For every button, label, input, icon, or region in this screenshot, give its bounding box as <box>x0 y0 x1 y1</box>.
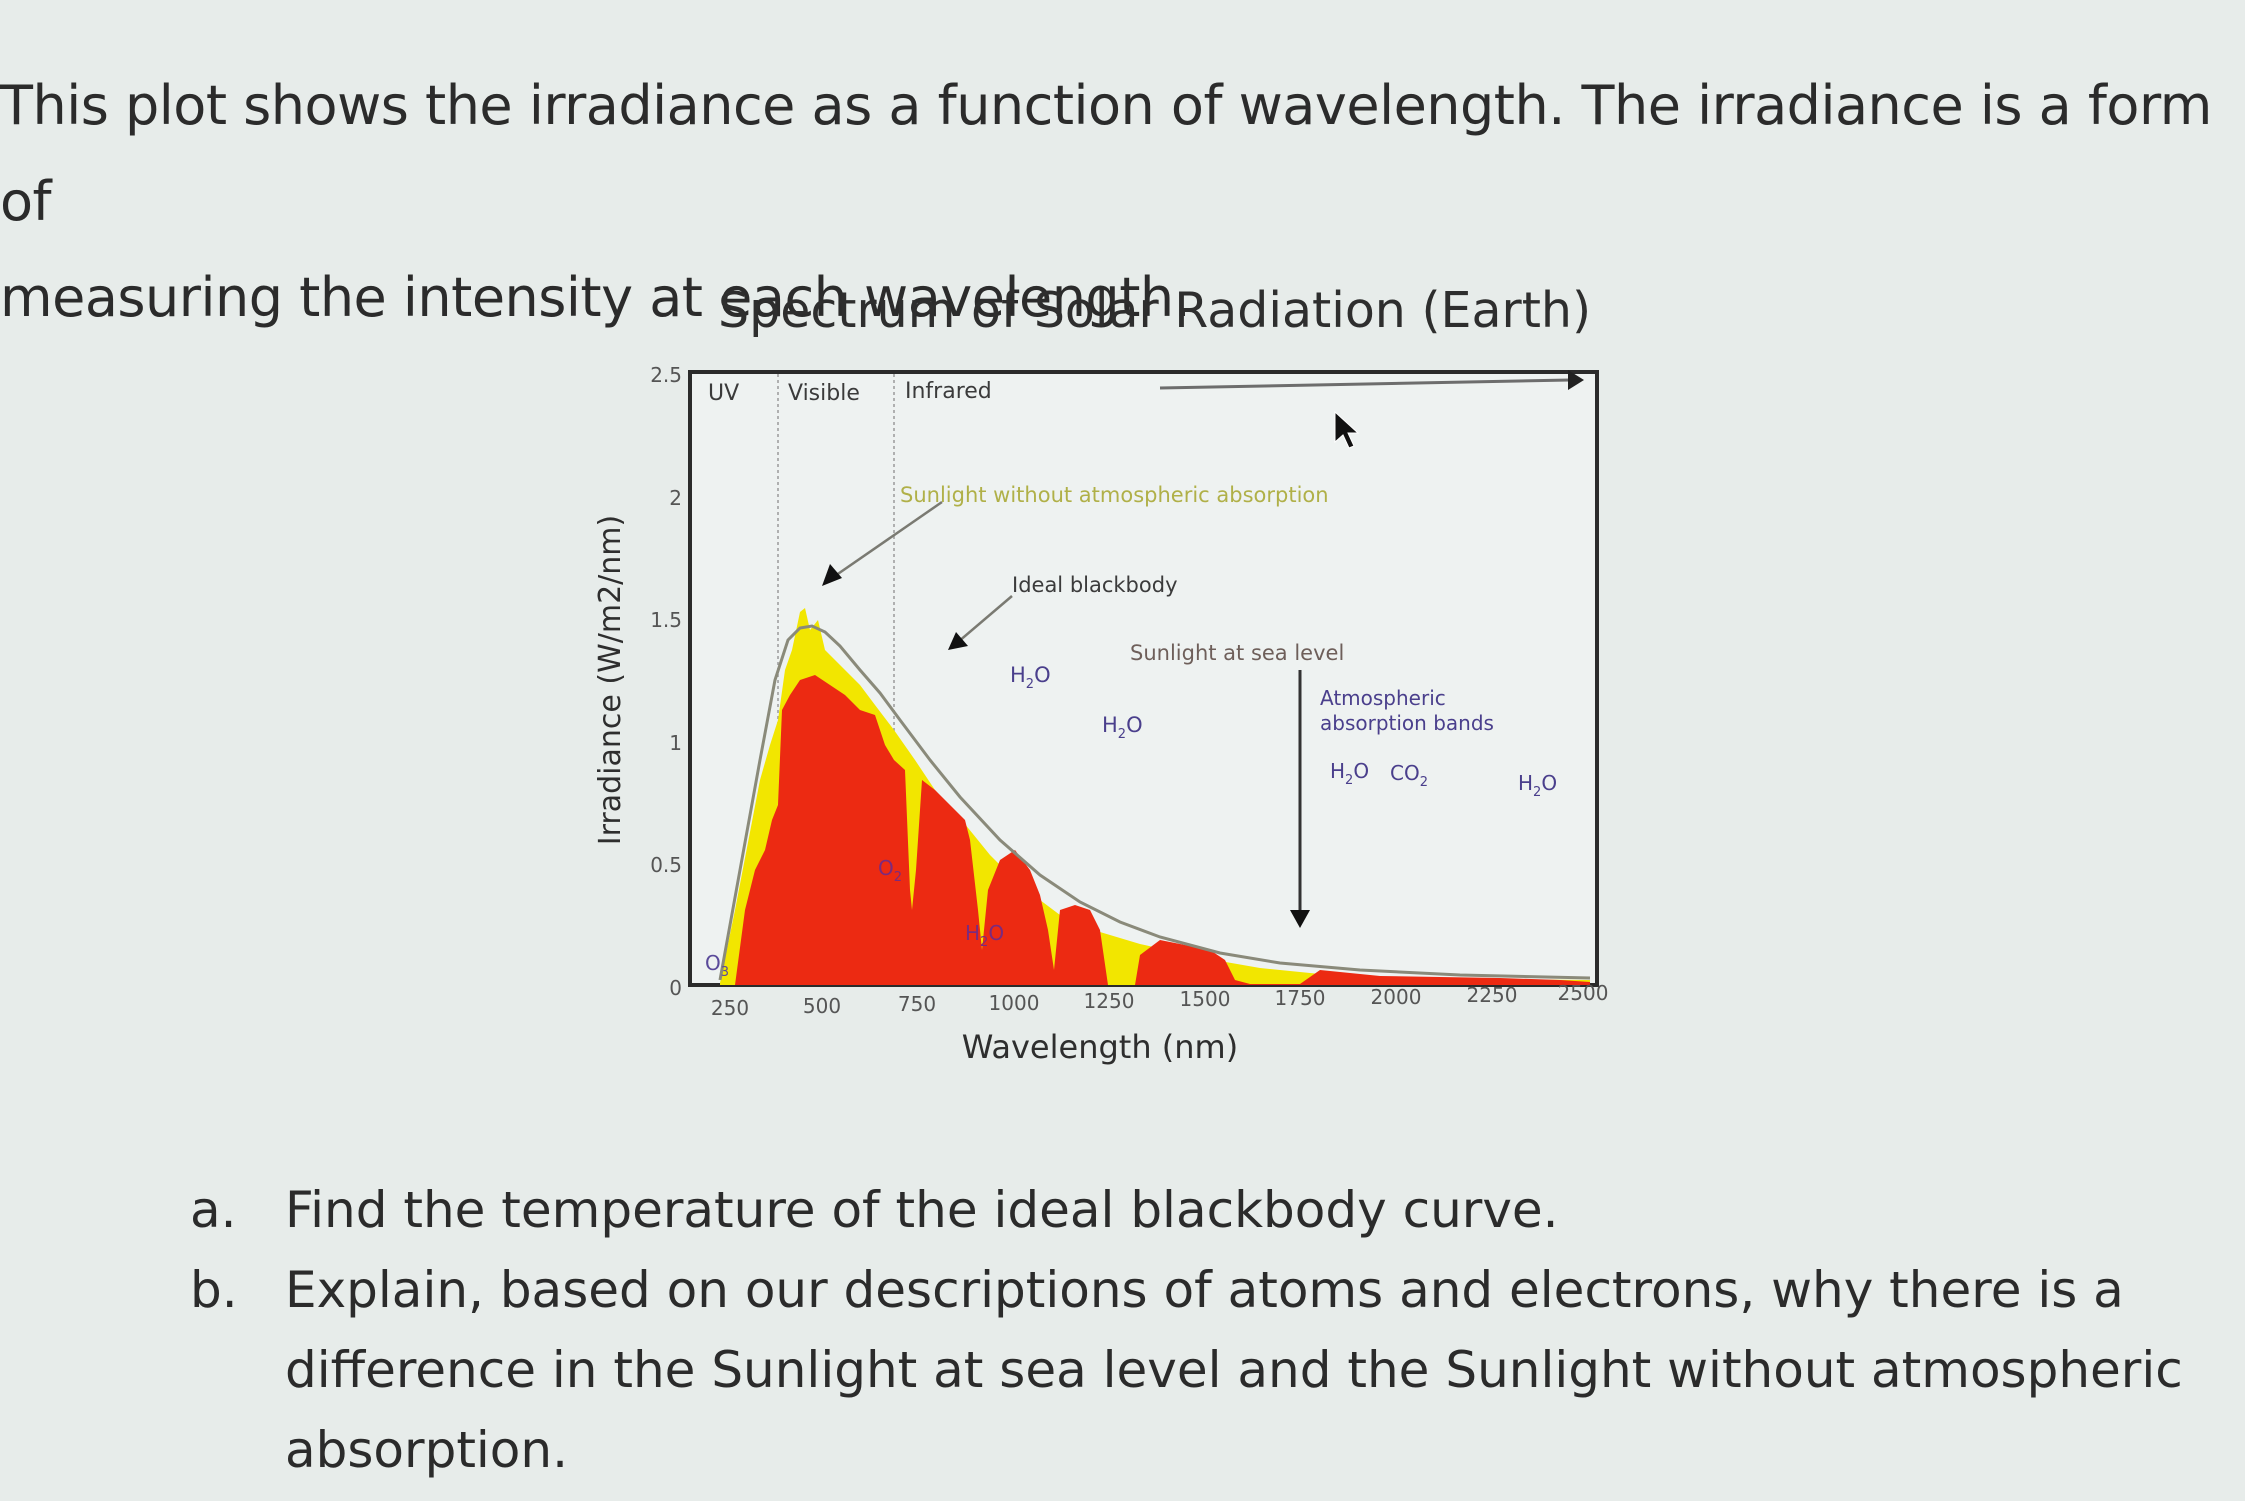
sea-level-arrowhead-icon <box>1290 910 1310 928</box>
question-a-text: Find the temperature of the ideal blackb… <box>285 1181 1559 1239</box>
x-axis-ticks: 250 500 750 1000 1250 1500 1750 2000 225… <box>711 981 1609 1020</box>
y-tick-1: 1 <box>669 731 682 755</box>
question-list: a. Find the temperature of the ideal bla… <box>190 1170 2190 1490</box>
intro-paragraph: This plot shows the irradiance as a func… <box>0 58 2230 346</box>
x-tick-500: 500 <box>803 994 841 1018</box>
x-tick-2000: 2000 <box>1371 985 1422 1009</box>
label-absorption-bands-line2: absorption bands <box>1320 711 1494 735</box>
x-tick-1000: 1000 <box>989 991 1040 1015</box>
label-ideal-blackbody: Ideal blackbody <box>1012 573 1178 597</box>
question-b: b. Explain, based on our descriptions of… <box>190 1250 2190 1490</box>
question-b-text: Explain, based on our descriptions of at… <box>285 1261 2183 1479</box>
y-tick-1.5: 1.5 <box>650 608 682 632</box>
question-a: a. Find the temperature of the ideal bla… <box>190 1170 2190 1250</box>
x-tick-2500: 2500 <box>1558 981 1609 1005</box>
x-tick-1250: 1250 <box>1084 989 1135 1013</box>
solar-spectrum-chart: UV Visible Infrared Sunlight without atm… <box>560 350 1640 1090</box>
x-tick-2250: 2250 <box>1467 983 1518 1007</box>
infrared-arrowhead-icon <box>1568 370 1584 390</box>
x-tick-750: 750 <box>898 992 936 1016</box>
label-absorption-bands-line1: Atmospheric <box>1320 686 1446 710</box>
series-sea-level <box>735 675 1590 985</box>
infrared-extent-arrow <box>1159 378 1571 390</box>
question-a-marker: a. <box>190 1181 237 1239</box>
without-atmosphere-leader <box>831 500 943 580</box>
y-axis-title: Irradiance (W/m2/nm) <box>593 515 628 845</box>
mouse-cursor-icon <box>1334 410 1360 449</box>
x-tick-1500: 1500 <box>1180 987 1231 1011</box>
chart-title: Spectrum of Solar Radiation (Earth) <box>718 282 1592 339</box>
y-axis-ticks: 0 0.5 1 1.5 2 2.5 <box>650 363 682 1000</box>
label-sunlight-without-absorption: Sunlight without atmospheric absorption <box>900 483 1329 507</box>
x-tick-250: 250 <box>711 996 749 1020</box>
y-tick-2.5: 2.5 <box>650 363 682 387</box>
region-label-visible: Visible <box>788 381 860 406</box>
question-b-marker: b. <box>190 1261 238 1319</box>
label-sunlight-sea-level: Sunlight at sea level <box>1130 641 1344 665</box>
region-label-infrared: Infrared <box>905 379 992 404</box>
y-tick-0.5: 0.5 <box>650 853 682 877</box>
region-label-uv: UV <box>708 381 739 406</box>
intro-line-2: measuring the intensity at each waveleng… <box>0 266 1191 329</box>
blackbody-arrowhead-icon <box>948 632 968 650</box>
x-tick-1750: 1750 <box>1275 986 1326 1010</box>
chart-svg: UV Visible Infrared Sunlight without atm… <box>593 363 1609 1066</box>
series-ideal-blackbody <box>718 624 1591 981</box>
x-axis-title: Wavelength (nm) <box>962 1028 1238 1066</box>
y-tick-0: 0 <box>669 976 682 1000</box>
blackbody-leader <box>957 595 1013 643</box>
y-tick-2: 2 <box>669 486 682 510</box>
intro-line-1: This plot shows the irradiance as a func… <box>0 74 2212 233</box>
without-atmosphere-arrowhead-icon <box>822 564 842 586</box>
